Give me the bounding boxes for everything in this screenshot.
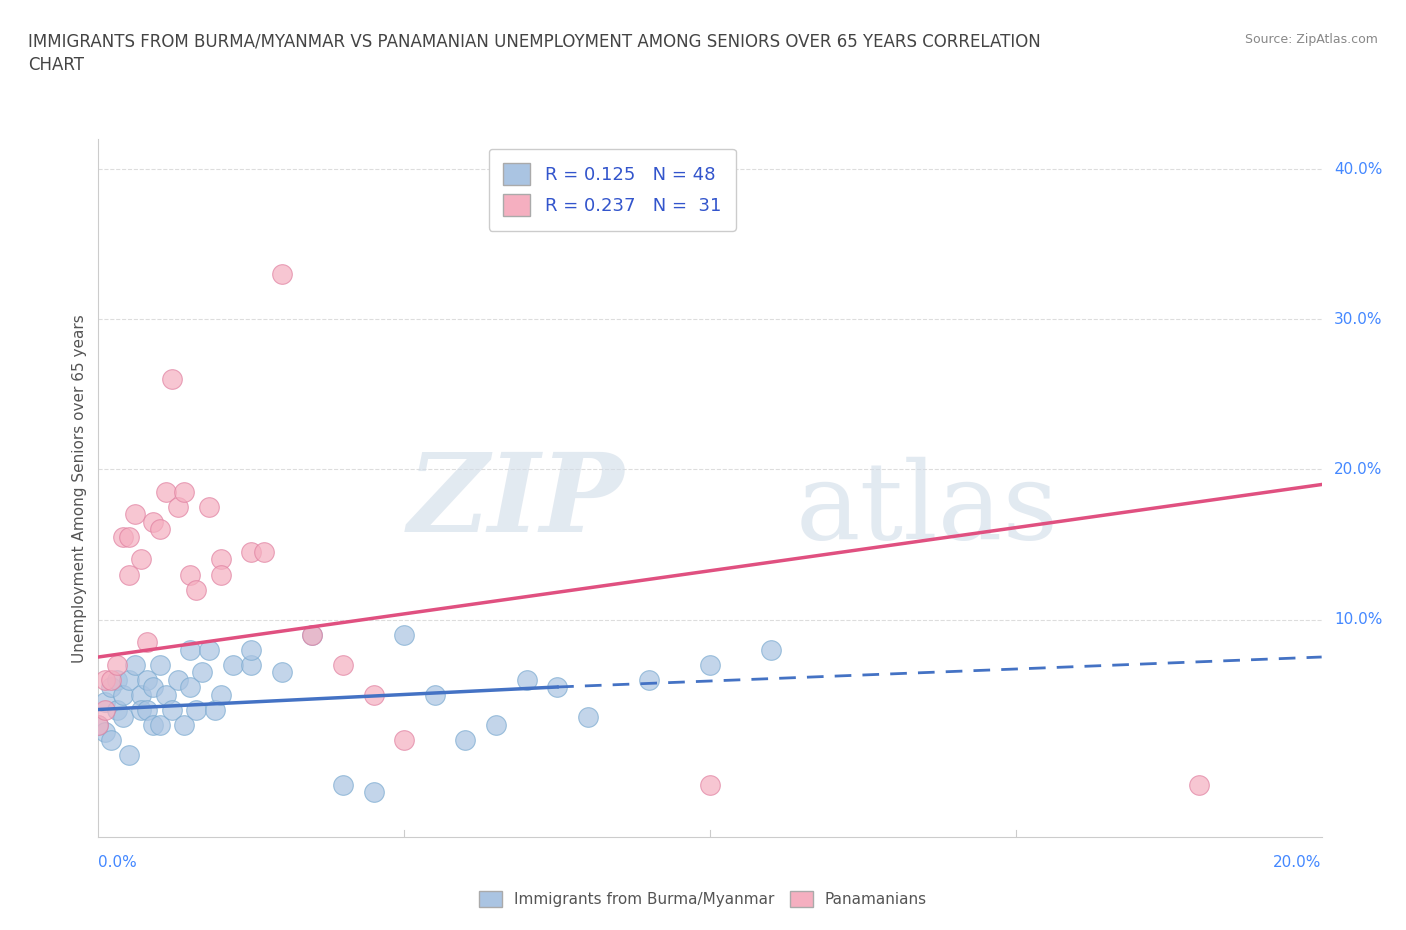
Point bbox=[191, 665, 214, 680]
Point bbox=[179, 567, 201, 582]
Point bbox=[118, 567, 141, 582]
Point bbox=[485, 717, 508, 732]
Point bbox=[546, 680, 568, 695]
Point bbox=[87, 717, 110, 732]
Point bbox=[240, 658, 263, 672]
Point bbox=[160, 702, 183, 717]
Point bbox=[759, 642, 782, 657]
Point bbox=[118, 747, 141, 762]
Point bbox=[93, 724, 115, 739]
Point bbox=[111, 529, 134, 544]
Point bbox=[392, 732, 416, 747]
Point bbox=[129, 687, 152, 702]
Point bbox=[155, 485, 177, 499]
Point bbox=[142, 514, 165, 529]
Text: 10.0%: 10.0% bbox=[1334, 612, 1382, 627]
Point bbox=[124, 658, 146, 672]
Point bbox=[167, 672, 190, 687]
Point bbox=[100, 732, 122, 747]
Point bbox=[699, 777, 721, 792]
Point bbox=[363, 687, 385, 702]
Point bbox=[167, 499, 190, 514]
Point bbox=[301, 627, 323, 642]
Point bbox=[423, 687, 446, 702]
Point bbox=[142, 717, 165, 732]
Point bbox=[270, 267, 292, 282]
Point bbox=[136, 702, 159, 717]
Point bbox=[1188, 777, 1211, 792]
Point bbox=[197, 499, 219, 514]
Point bbox=[173, 485, 195, 499]
Point bbox=[118, 529, 141, 544]
Point bbox=[699, 658, 721, 672]
Point bbox=[332, 777, 354, 792]
Point bbox=[118, 672, 141, 687]
Point bbox=[111, 710, 134, 724]
Point bbox=[240, 642, 263, 657]
Point bbox=[197, 642, 219, 657]
Text: 0.0%: 0.0% bbox=[98, 855, 138, 870]
Point bbox=[93, 672, 115, 687]
Point bbox=[454, 732, 477, 747]
Point bbox=[179, 642, 201, 657]
Point bbox=[186, 582, 208, 597]
Point bbox=[142, 680, 165, 695]
Point bbox=[270, 665, 292, 680]
Point bbox=[105, 702, 128, 717]
Point bbox=[149, 658, 172, 672]
Point bbox=[160, 372, 183, 387]
Text: IMMIGRANTS FROM BURMA/MYANMAR VS PANAMANIAN UNEMPLOYMENT AMONG SENIORS OVER 65 Y: IMMIGRANTS FROM BURMA/MYANMAR VS PANAMAN… bbox=[28, 33, 1040, 50]
Point bbox=[129, 702, 152, 717]
Point bbox=[136, 634, 159, 649]
Text: 20.0%: 20.0% bbox=[1274, 855, 1322, 870]
Text: 30.0%: 30.0% bbox=[1334, 312, 1382, 327]
Legend: R = 0.125   N = 48, R = 0.237   N =  31: R = 0.125 N = 48, R = 0.237 N = 31 bbox=[489, 149, 735, 231]
Point bbox=[105, 672, 128, 687]
Point bbox=[516, 672, 538, 687]
Text: CHART: CHART bbox=[28, 56, 84, 73]
Point bbox=[209, 552, 232, 567]
Point bbox=[100, 680, 122, 695]
Point bbox=[105, 658, 128, 672]
Point bbox=[179, 680, 201, 695]
Point bbox=[222, 658, 245, 672]
Y-axis label: Unemployment Among Seniors over 65 years: Unemployment Among Seniors over 65 years bbox=[72, 314, 87, 662]
Point bbox=[204, 702, 226, 717]
Point bbox=[301, 627, 323, 642]
Text: 40.0%: 40.0% bbox=[1334, 162, 1382, 177]
Point bbox=[100, 672, 122, 687]
Text: Source: ZipAtlas.com: Source: ZipAtlas.com bbox=[1244, 33, 1378, 46]
Point bbox=[129, 552, 152, 567]
Point bbox=[332, 658, 354, 672]
Text: ZIP: ZIP bbox=[408, 448, 624, 556]
Point bbox=[209, 687, 232, 702]
Point bbox=[136, 672, 159, 687]
Point bbox=[186, 702, 208, 717]
Text: 20.0%: 20.0% bbox=[1334, 462, 1382, 477]
Point bbox=[392, 627, 416, 642]
Point bbox=[363, 785, 385, 800]
Point bbox=[252, 545, 274, 560]
Point bbox=[173, 717, 195, 732]
Point bbox=[87, 717, 110, 732]
Point bbox=[111, 687, 134, 702]
Point bbox=[93, 695, 115, 710]
Point bbox=[155, 687, 177, 702]
Point bbox=[149, 717, 172, 732]
Point bbox=[637, 672, 661, 687]
Point bbox=[149, 522, 172, 537]
Point bbox=[124, 507, 146, 522]
Point bbox=[93, 702, 115, 717]
Legend: Immigrants from Burma/Myanmar, Panamanians: Immigrants from Burma/Myanmar, Panamania… bbox=[472, 884, 934, 913]
Point bbox=[576, 710, 599, 724]
Point bbox=[240, 545, 263, 560]
Point bbox=[209, 567, 232, 582]
Text: atlas: atlas bbox=[796, 457, 1059, 562]
